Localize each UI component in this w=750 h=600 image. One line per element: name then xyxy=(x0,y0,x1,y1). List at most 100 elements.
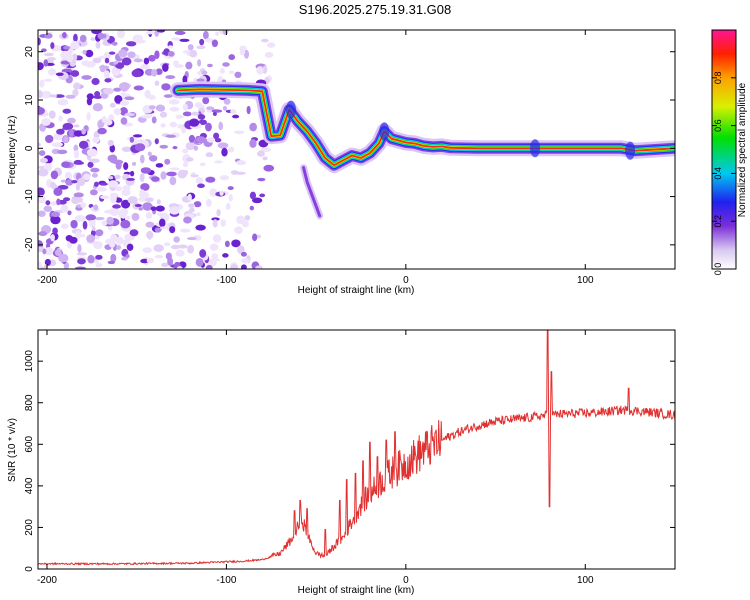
noise-speck xyxy=(197,114,206,120)
noise-speck xyxy=(119,100,130,106)
noise-speck xyxy=(99,182,108,186)
noise-speck xyxy=(75,266,86,269)
noise-speck xyxy=(86,148,98,157)
noise-speck xyxy=(58,115,63,122)
noise-speck xyxy=(234,226,243,234)
noise-speck xyxy=(99,64,106,73)
noise-speck xyxy=(86,234,96,243)
colorbar-tick-label: 0.2 xyxy=(713,215,723,228)
noise-speck xyxy=(38,142,41,147)
noise-speck xyxy=(71,197,80,205)
noise-speck xyxy=(167,51,175,57)
noise-speck xyxy=(195,177,204,185)
noise-speck xyxy=(50,234,55,242)
noise-speck xyxy=(207,63,213,68)
noise-speck xyxy=(125,215,131,220)
noise-speck xyxy=(187,44,194,51)
noise-speck xyxy=(80,202,87,209)
noise-speck xyxy=(38,37,41,46)
noise-speck xyxy=(140,258,149,264)
noise-speck xyxy=(61,161,71,168)
noise-speck xyxy=(211,39,219,48)
noise-speck xyxy=(73,149,80,159)
noise-speck xyxy=(154,138,159,145)
noise-speck xyxy=(112,159,124,165)
noise-speck xyxy=(95,229,104,237)
spectrogram-x-tick-label: -100 xyxy=(216,275,236,286)
noise-speck xyxy=(182,111,192,117)
noise-speck xyxy=(108,180,119,188)
noise-speck xyxy=(205,106,215,111)
noise-speck xyxy=(175,114,184,119)
noise-speck xyxy=(97,120,103,129)
noise-speck xyxy=(97,127,107,135)
noise-speck xyxy=(154,50,160,60)
spectrogram-x-ticks: -200 -100 0 100 xyxy=(37,30,594,286)
noise-speck xyxy=(72,89,79,97)
noise-speck xyxy=(131,161,137,166)
noise-speck xyxy=(50,181,56,189)
noise-speck xyxy=(81,128,86,135)
noise-speck xyxy=(49,94,58,98)
noise-speck xyxy=(221,147,228,157)
spectrogram-x-tick-label: -200 xyxy=(37,275,57,286)
noise-speck xyxy=(95,254,103,260)
noise-speck xyxy=(52,227,58,235)
snr-series-line xyxy=(38,330,675,566)
noise-speck xyxy=(255,265,263,269)
noise-speck xyxy=(45,200,51,206)
noise-speck xyxy=(166,171,177,177)
noise-speck xyxy=(194,101,203,109)
noise-speck xyxy=(161,262,169,268)
noise-speck xyxy=(108,226,113,231)
noise-speck xyxy=(157,212,165,216)
noise-speck xyxy=(165,75,176,80)
noise-speck xyxy=(134,143,146,152)
noise-speck xyxy=(47,68,57,76)
noise-speck xyxy=(121,188,131,197)
noise-speck xyxy=(154,80,160,86)
noise-speck xyxy=(134,203,143,208)
noise-speck xyxy=(205,264,213,269)
noise-speck xyxy=(41,90,52,99)
noise-speck xyxy=(223,98,231,105)
noise-speck xyxy=(240,251,247,257)
noise-speck xyxy=(171,244,180,250)
noise-speck xyxy=(111,41,118,46)
spectrogram-y-label: Frequency (Hz) xyxy=(7,116,18,185)
noise-speck xyxy=(140,167,152,174)
noise-speck xyxy=(38,187,45,197)
noise-speck xyxy=(120,219,131,229)
noise-speck xyxy=(73,124,80,128)
noise-speck xyxy=(109,194,117,204)
noise-speck xyxy=(266,42,276,48)
snr-y-ticks: 0 200 400 600 800 1000 xyxy=(24,350,675,572)
noise-speck xyxy=(43,78,53,82)
noise-speck xyxy=(231,239,241,248)
noise-speck xyxy=(138,191,150,198)
noise-speck xyxy=(55,142,64,147)
noise-speck xyxy=(189,49,198,58)
noise-speck xyxy=(67,210,72,216)
colorbar-gradient xyxy=(711,29,737,270)
noise-speck xyxy=(212,111,217,117)
noise-speck xyxy=(172,145,178,150)
noise-speck xyxy=(140,154,145,164)
noise-speck xyxy=(230,264,239,269)
noise-speck xyxy=(165,252,172,260)
noise-speck xyxy=(150,206,157,211)
noise-speck xyxy=(125,41,137,47)
noise-speck xyxy=(182,148,189,154)
noise-speck xyxy=(212,234,222,243)
colorbar-tick-label: 0.4 xyxy=(713,167,723,180)
noise-speck xyxy=(154,255,164,259)
noise-speck xyxy=(95,262,103,268)
noise-speck xyxy=(123,162,129,170)
noise-speck xyxy=(73,192,84,198)
noise-speck xyxy=(116,245,122,250)
noise-speck xyxy=(177,124,184,129)
noise-speck xyxy=(252,233,258,242)
noise-speck xyxy=(94,216,105,221)
spectrogram-y-tick-label: 20 xyxy=(24,46,35,58)
noise-speck xyxy=(244,215,251,221)
